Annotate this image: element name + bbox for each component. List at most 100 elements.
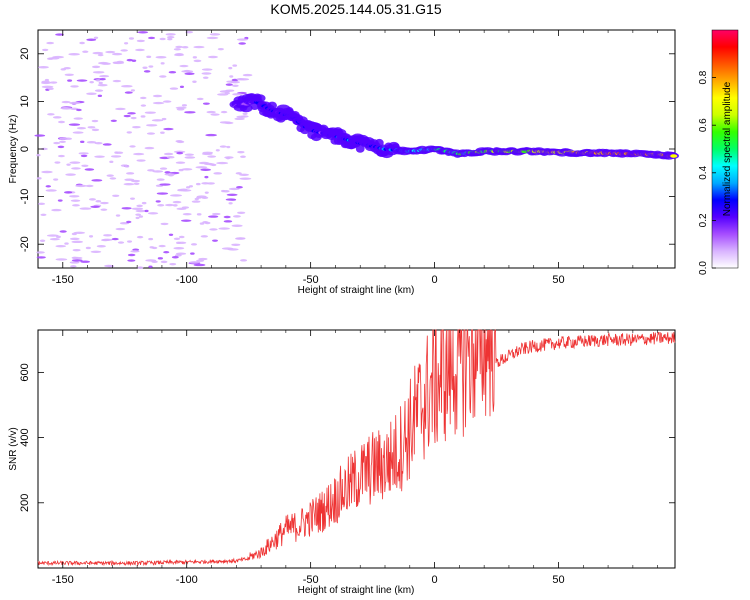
colorbar-tick-label: 0.4 xyxy=(698,165,709,179)
figure-title: KOM5.2025.144.05.31.G15 xyxy=(270,1,441,17)
spectrogram-noise-point xyxy=(80,260,91,263)
spectrogram-noise-point xyxy=(68,53,80,56)
spectrogram-noise-point xyxy=(39,239,46,242)
spectrogram-noise-point xyxy=(37,202,46,206)
spectrogram-noise-point xyxy=(240,155,246,158)
spectrogram-noise-point xyxy=(217,93,229,96)
spectrogram-noise-point xyxy=(49,81,58,84)
spectrogram-noise-point xyxy=(69,261,80,264)
spectrogram-noise-point xyxy=(69,101,81,105)
snr-xtick-label: 0 xyxy=(432,574,438,586)
spectrogram-noise-point xyxy=(102,143,112,146)
spectrogram-noise-point xyxy=(159,75,167,78)
spectrogram-noise-point xyxy=(170,194,183,197)
spectrogram-noise-point xyxy=(169,87,179,90)
spectrogram-noise-point xyxy=(109,160,114,164)
spectrogram-noise-point xyxy=(148,65,154,68)
spectrogram-noise-point xyxy=(167,37,173,41)
spectrogram-noise-point xyxy=(140,104,147,107)
spectrogram-noise-point xyxy=(166,35,175,39)
snr-ticks: -150 -100 -50 0 50 200 400 600 xyxy=(19,330,675,586)
spectrogram-noise-point xyxy=(164,171,171,174)
spectrogram-noise-point xyxy=(223,220,233,223)
spectrogram-noise-point xyxy=(96,245,106,248)
spectrogram-noise-point xyxy=(199,222,205,225)
spectrogram-noise-point xyxy=(179,64,189,68)
spectrogram-noise-point xyxy=(232,64,238,67)
spectrogram-noise-point xyxy=(140,115,146,118)
spectrogram-trace-halo xyxy=(374,138,384,147)
spectrogram-noise-point xyxy=(89,80,94,84)
spectrogram-noise-point xyxy=(133,152,145,156)
spectrogram-ytick-label: -20 xyxy=(19,236,31,252)
spectrogram-noise-point xyxy=(219,145,227,148)
spectrogram-noise-point xyxy=(91,179,103,182)
spectrogram-noise-point xyxy=(36,251,45,254)
spectrogram-noise-point xyxy=(55,244,67,248)
spectrogram-xtick-label: -50 xyxy=(303,274,319,286)
spectrogram-noise-point xyxy=(239,173,250,177)
spectrogram-noise-point xyxy=(176,108,185,111)
spectrogram-noise-point xyxy=(181,168,193,171)
spectrogram-noise-point xyxy=(124,165,130,168)
spectrogram-noise-point xyxy=(128,37,135,40)
spectrogram-noise-point xyxy=(127,112,136,115)
spectrogram-noise-point xyxy=(117,241,125,244)
spectrogram-noise-point xyxy=(136,235,144,239)
spectrogram-noise-point xyxy=(72,204,80,207)
spectrogram-noise-point xyxy=(211,212,221,216)
spectrogram-noise-point xyxy=(205,133,217,137)
spectrogram-noise-point xyxy=(131,207,144,210)
spectrogram-noise-point xyxy=(146,55,152,59)
spectrogram-noise-point xyxy=(79,41,85,45)
spectrogram-noise-point xyxy=(135,216,140,220)
spectrogram-noise-point xyxy=(142,66,148,69)
spectrogram-xlabel: Height of straight line (km) xyxy=(298,285,415,296)
spectrogram-noise-point xyxy=(100,201,109,205)
spectrogram-noise-point xyxy=(231,243,241,246)
spectrogram-noise-point xyxy=(112,79,122,83)
spectrogram-noise-point xyxy=(160,260,168,264)
colorbar: 0.0 0.2 0.4 0.6 0.8 Normalized spectral ampl… xyxy=(698,29,739,275)
spectrogram-noise-point xyxy=(181,104,187,107)
spectrogram-noise-point xyxy=(216,161,229,165)
spectrogram-noise-point xyxy=(76,79,88,82)
spectrogram-noise-point xyxy=(226,193,238,197)
spectrogram-noise-point xyxy=(135,213,142,216)
spectrogram-noise-point xyxy=(237,150,245,154)
spectrogram-noise-point xyxy=(144,146,155,150)
spectrogram-noise-point xyxy=(66,163,71,166)
spectrogram-noise-point xyxy=(232,93,243,96)
spectrogram-noise-point xyxy=(158,244,166,248)
spectrogram-noise-point xyxy=(114,151,119,154)
spectrogram-noise-point xyxy=(69,195,80,198)
spectrogram-noise-point xyxy=(73,117,83,120)
spectrogram-noise-point xyxy=(174,254,182,257)
spectrogram-noise-point xyxy=(175,161,186,164)
spectrogram-noise-point xyxy=(116,60,124,64)
spectrogram-noise-point xyxy=(239,177,252,180)
spectrogram-noise-point xyxy=(86,141,97,144)
spectrogram-noise-point xyxy=(173,247,185,250)
spectrogram-trace-point xyxy=(670,154,678,158)
spectrogram-noise-point xyxy=(91,128,100,132)
spectrogram-noise-point xyxy=(184,153,194,156)
spectrogram-trace-halo xyxy=(355,144,365,153)
spectrogram-noise-point xyxy=(195,166,208,169)
spectrogram-noise-point xyxy=(242,112,248,115)
spectrogram-noise-point xyxy=(144,111,156,114)
spectrogram-noise-point xyxy=(91,119,99,123)
spectrogram-noise-point xyxy=(46,41,55,45)
spectrogram-noise-point xyxy=(155,56,167,59)
spectrogram-noise-point xyxy=(218,227,230,230)
spectrogram-noise-point xyxy=(204,221,211,225)
snr-line xyxy=(37,328,676,567)
spectrogram-noise-point xyxy=(151,260,158,264)
spectrogram-noise-point xyxy=(97,94,103,98)
spectrogram-noise-point xyxy=(36,256,46,259)
spectrogram-noise-point xyxy=(175,45,184,49)
spectrogram-noise-point xyxy=(219,121,231,124)
spectrogram-noise-point xyxy=(112,194,120,197)
spectrogram-noise-point xyxy=(111,52,123,56)
spectrogram-noise-point xyxy=(89,235,94,238)
